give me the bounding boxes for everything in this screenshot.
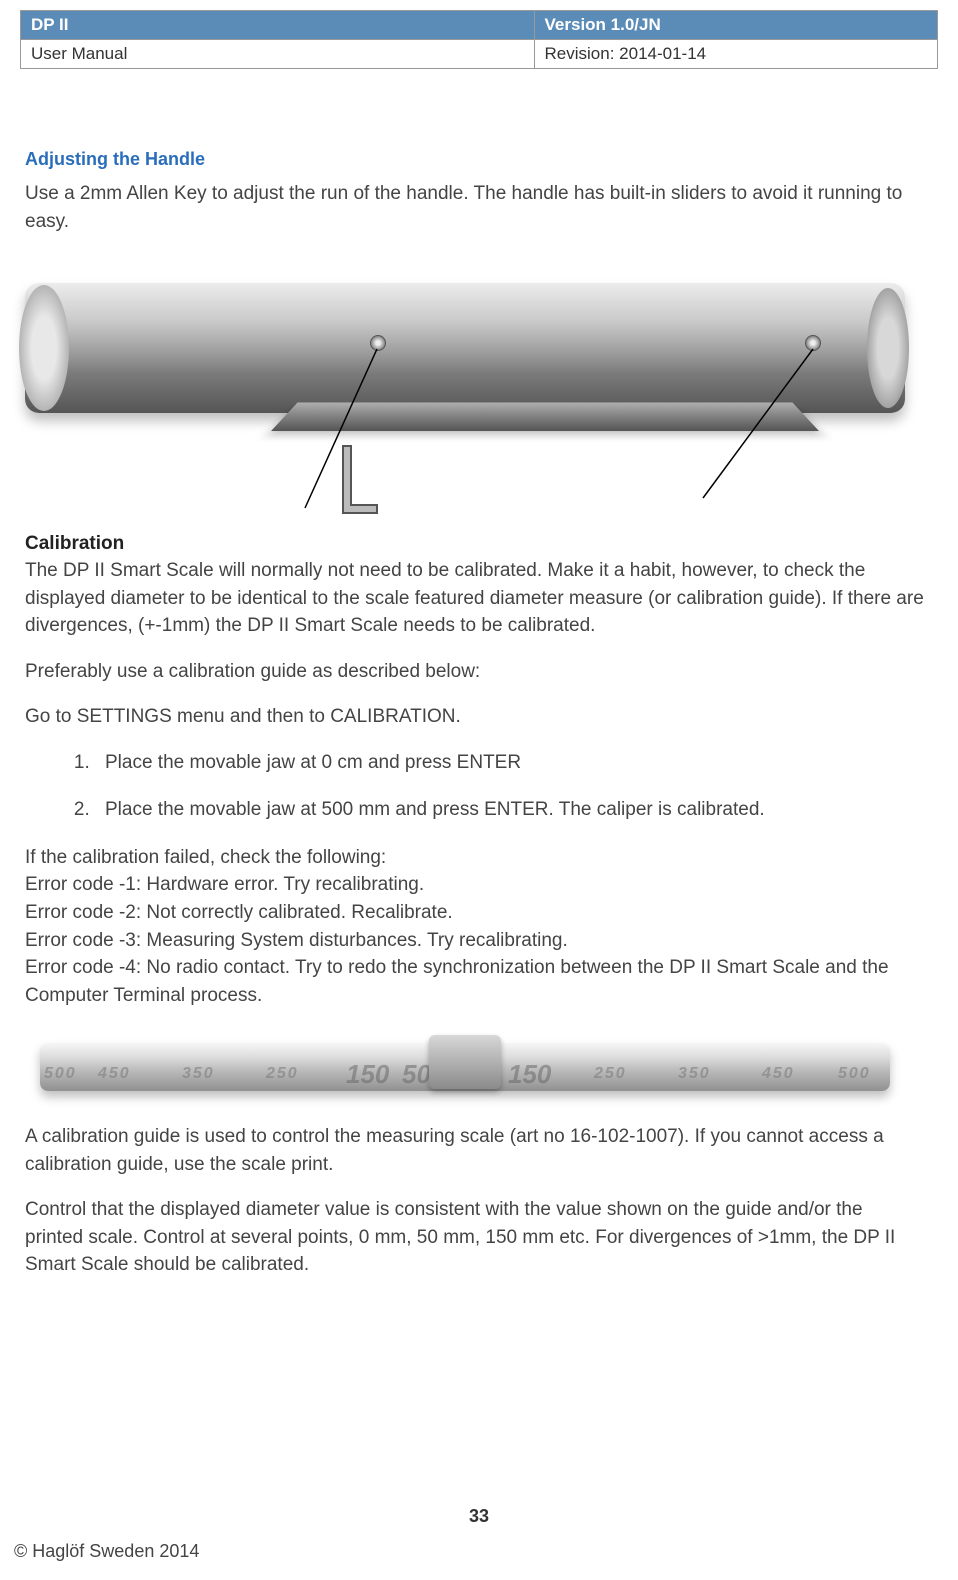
errors-block: If the calibration failed, check the fol… bbox=[25, 844, 925, 1009]
calib-p5: Control that the displayed diameter valu… bbox=[25, 1196, 925, 1279]
pointer-lines bbox=[25, 253, 905, 523]
allen-key-icon bbox=[335, 443, 395, 533]
calib-p1: The DP II Smart Scale will normally not … bbox=[25, 557, 925, 640]
errors-intro: If the calibration failed, check the fol… bbox=[25, 847, 386, 868]
error-2: Error code -2: Not correctly calibrated.… bbox=[25, 902, 453, 923]
footer: 33 © Haglöf Sweden 2014 bbox=[0, 1506, 958, 1562]
doc-subtitle: User Manual bbox=[21, 40, 535, 69]
section-title-calibration: Calibration bbox=[25, 533, 925, 555]
manual-page: DP II Version 1.0/JN User Manual Revisio… bbox=[0, 0, 958, 1580]
section-title-adjusting: Adjusting the Handle bbox=[25, 149, 925, 170]
ruler-illustration: 500 450 350 250 150 50 150 250 350 450 5… bbox=[25, 1033, 905, 1105]
calibration-steps: Place the movable jaw at 0 cm and press … bbox=[25, 749, 925, 824]
calib-p4: A calibration guide is used to control t… bbox=[25, 1123, 925, 1178]
section1-text: Use a 2mm Allen Key to adjust the run of… bbox=[25, 180, 925, 235]
document-header-table: DP II Version 1.0/JN User Manual Revisio… bbox=[20, 10, 938, 69]
page-number: 33 bbox=[0, 1506, 958, 1527]
step-2: Place the movable jaw at 500 mm and pres… bbox=[95, 796, 925, 824]
handle-illustration bbox=[25, 253, 905, 533]
doc-title: DP II bbox=[21, 11, 535, 40]
copyright: © Haglöf Sweden 2014 bbox=[0, 1541, 958, 1562]
error-4: Error code -4: No radio contact. Try to … bbox=[25, 957, 889, 1006]
doc-version: Version 1.0/JN bbox=[534, 11, 937, 40]
error-1: Error code -1: Hardware error. Try recal… bbox=[25, 874, 424, 895]
error-3: Error code -3: Measuring System disturba… bbox=[25, 930, 568, 951]
content-area: Adjusting the Handle Use a 2mm Allen Key… bbox=[20, 149, 930, 1279]
calib-p2: Preferably use a calibration guide as de… bbox=[25, 658, 925, 686]
doc-revision: Revision: 2014-01-14 bbox=[534, 40, 937, 69]
step-1: Place the movable jaw at 0 cm and press … bbox=[95, 749, 925, 777]
calib-p3: Go to SETTINGS menu and then to CALIBRAT… bbox=[25, 703, 925, 731]
